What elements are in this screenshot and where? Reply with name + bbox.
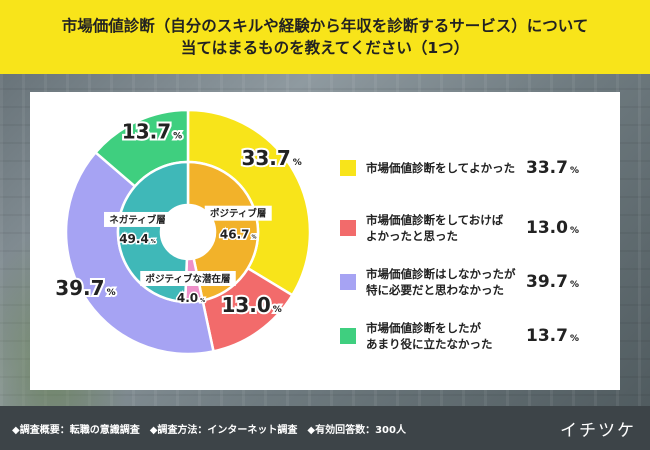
- inner-category-label-2: ポジティブな潜在層: [140, 271, 236, 286]
- legend-swatch: [340, 220, 356, 236]
- svg-text:ポジティブ層: ポジティブ層: [210, 208, 266, 220]
- svg-text:ポジティブな潜在層: ポジティブな潜在層: [146, 273, 231, 285]
- inner-category-label-1: ポジティブ層: [204, 205, 272, 221]
- footer-bar: ◆調査概要：転職の意識調査 ◆調査方法：インターネット調査 ◆有効回答数：300…: [0, 406, 650, 450]
- inner-category-label-3: ネガティブ層: [104, 211, 172, 227]
- title-line-2: 当てはまるものを教えてください（1つ）: [180, 39, 470, 57]
- donut-chart: 33.7 % 13.0 % 39.7 % 13.7 % ポジティブ層 46.7 % ポジティブな潜在層…: [53, 108, 312, 356]
- title-line-1: 市場価値診断（自分のスキルや経験から年収を診断するサービス）について: [61, 17, 589, 35]
- outer-value-label-3: 39.7%: [55, 276, 115, 300]
- inner-slice-3: [116, 160, 190, 304]
- legend-swatch: [340, 274, 356, 290]
- legend-item-1: 市場価値診断をしてよかった 33.7%: [340, 158, 596, 178]
- legend-value: 13.7%: [526, 326, 579, 346]
- inner-value-label-3: 49.4%: [119, 232, 156, 246]
- legend-item-4: 市場価値診断をしたが あまり役に立たなかった 13.7%: [340, 320, 596, 352]
- legend-value: 39.7%: [526, 272, 579, 292]
- legend-value: 33.7%: [526, 158, 579, 178]
- legend-value: 13.0%: [526, 218, 579, 238]
- legend-swatch: [340, 328, 356, 344]
- legend-item-2: 市場価値診断をしておけば よかったと思った 13.0%: [340, 212, 596, 244]
- brand-logo: イチツケ: [560, 421, 636, 441]
- outer-value-label-1: 33.7%: [241, 146, 301, 170]
- chart-panel: 33.7% 13.0% 39.7% 13.7% ポジティブ層 46.7% ポジティブな潜在層…: [30, 92, 620, 390]
- legend-label: 市場価値診断をしておけば よかったと思った: [366, 213, 504, 243]
- survey-note: ◆調査概要：転職の意識調査 ◆調査方法：インターネット調査 ◆有効回答数：300…: [12, 425, 406, 436]
- inner-value-label-2: 4.0%: [177, 291, 205, 305]
- svg-text:ネガティブ層: ネガティブ層: [109, 214, 165, 226]
- legend-label: 市場価値診断をしたが あまり役に立たなかった: [366, 321, 493, 351]
- outer-value-label-4: 13.7%: [122, 120, 182, 144]
- legend-item-3: 市場価値診断はしなかったが 特に必要だと思わなかった 39.7%: [340, 266, 596, 298]
- inner-value-label-1: 46.7%: [220, 228, 257, 242]
- outer-value-label-2: 13.0%: [221, 293, 281, 317]
- legend-swatch: [340, 160, 356, 176]
- legend-label: 市場価値診断はしなかったが 特に必要だと思わなかった: [366, 267, 516, 297]
- header-banner: 市場価値診断（自分のスキルや経験から年収を診断するサービス）について 当てはまる…: [0, 0, 650, 74]
- legend-label: 市場価値診断をしてよかった: [366, 161, 516, 175]
